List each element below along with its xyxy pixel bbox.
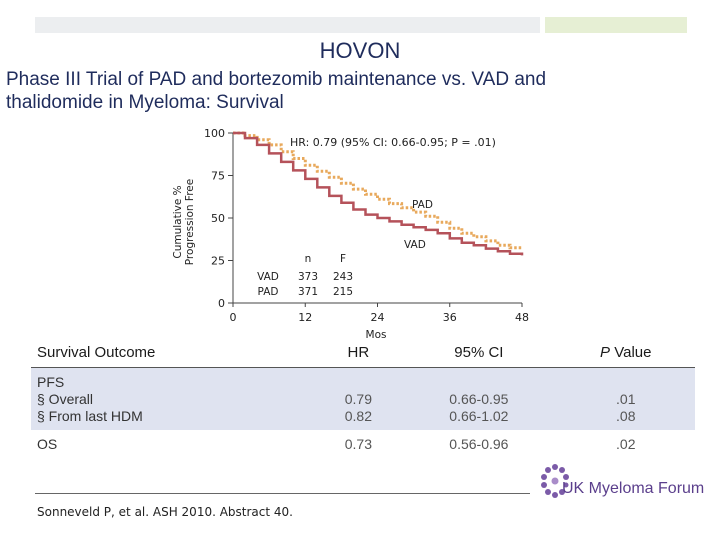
uk-myeloma-forum-logo-icon bbox=[541, 464, 569, 498]
pfs-ci-cell: 0.66-0.95 0.66-1.02 bbox=[401, 367, 557, 430]
y-axis-label-line-2: Progression Free bbox=[184, 179, 196, 265]
os-p: .02 bbox=[556, 430, 695, 458]
header-ci: 95% CI bbox=[401, 337, 557, 368]
y-tick-label: 100 bbox=[204, 127, 225, 140]
series-line-vad bbox=[233, 131, 524, 256]
x-tick-label: 0 bbox=[230, 311, 237, 324]
header-p-rest: Value bbox=[610, 343, 652, 361]
results-table: Survival Outcome HR 95% CI P Value PFS §… bbox=[31, 337, 695, 458]
pfs-hr-hdm: 0.82 bbox=[344, 407, 372, 424]
x-tick-label: 48 bbox=[515, 311, 529, 324]
at-risk-n-pad: 371 bbox=[298, 286, 318, 298]
results-header-row: Survival Outcome HR 95% CI P Value bbox=[31, 337, 695, 368]
y-tick-label: 75 bbox=[211, 170, 225, 183]
pfs-hdm-label: § From last HDM bbox=[37, 407, 143, 424]
slide-heading: HOVON bbox=[319, 38, 401, 63]
header-survival-outcome: Survival Outcome bbox=[31, 337, 316, 368]
y-tick-label: 50 bbox=[211, 212, 225, 225]
at-risk-header-n: n bbox=[305, 253, 312, 265]
chart-axes: 0 25 50 75 100 0 12 24 36 48 bbox=[204, 127, 529, 324]
top-bar-green bbox=[545, 17, 687, 33]
pfs-p-overall: .01 bbox=[616, 390, 636, 407]
vad-curve-label: VAD bbox=[404, 239, 426, 251]
pfs-label: PFS bbox=[37, 373, 65, 390]
table-row-pfs: PFS § Overall § From last HDM 0.79 0.82 … bbox=[31, 367, 695, 430]
at-risk-header-f: F bbox=[340, 253, 346, 265]
table-row-os: OS 0.73 0.56-0.96 .02 bbox=[31, 430, 695, 458]
y-axis-label-line-1: Cumulative % bbox=[172, 185, 184, 258]
top-bar-grey bbox=[35, 17, 540, 33]
x-tick-label: 12 bbox=[298, 311, 312, 324]
at-risk-arm-vad: VAD bbox=[257, 271, 279, 283]
header-p-italic: P bbox=[600, 343, 611, 361]
x-tick-label: 24 bbox=[371, 311, 385, 324]
header-p-value: P Value bbox=[556, 337, 695, 368]
survival-chart: 0 25 50 75 100 0 12 24 36 48 HR: 0.79 (95% CI: 0.… bbox=[172, 127, 529, 340]
x-axis-label: Mos bbox=[366, 329, 387, 340]
pfs-hr-cell: 0.79 0.82 bbox=[315, 367, 402, 430]
os-hr: 0.73 bbox=[315, 430, 402, 458]
subtitle-line-2: thalidomide in Myeloma: Survival bbox=[6, 92, 284, 113]
at-risk-arm-pad: PAD bbox=[258, 286, 279, 298]
x-tick-label: 36 bbox=[443, 311, 457, 324]
at-risk-n-vad: 373 bbox=[298, 271, 318, 283]
pfs-p-hdm: .08 bbox=[616, 407, 636, 424]
os-label: OS bbox=[31, 430, 316, 458]
at-risk-f-vad: 243 bbox=[333, 271, 353, 283]
pfs-ci-hdm: 0.66-1.02 bbox=[449, 407, 509, 424]
chart-series bbox=[233, 131, 524, 256]
pfs-hr-overall: 0.79 bbox=[344, 390, 372, 407]
pfs-label-cell: PFS § Overall § From last HDM bbox=[31, 367, 316, 430]
pfs-ci-overall: 0.66-0.95 bbox=[449, 390, 509, 407]
subtitle-line-1: Phase III Trial of PAD and bortezomib ma… bbox=[6, 69, 547, 90]
pad-curve-label: PAD bbox=[412, 199, 433, 211]
header-hr: HR bbox=[315, 337, 402, 368]
pfs-overall-label: § Overall bbox=[37, 390, 94, 407]
chart-hr-annotation: HR: 0.79 (95% CI: 0.66-0.95; P = .01) bbox=[290, 136, 496, 149]
citation: Sonneveld P, et al. ASH 2010. Abstract 4… bbox=[37, 505, 293, 519]
os-ci: 0.56-0.96 bbox=[401, 430, 557, 458]
at-risk-f-pad: 215 bbox=[333, 286, 353, 298]
series-line-pad bbox=[233, 131, 524, 250]
logo-text: UK Myeloma Forum bbox=[562, 480, 705, 497]
y-tick-label: 25 bbox=[211, 255, 225, 268]
pfs-p-cell: .01 .08 bbox=[556, 367, 695, 430]
y-tick-label: 0 bbox=[218, 297, 225, 310]
footer-divider bbox=[35, 493, 530, 494]
slide-subtitle: Phase III Trial of PAD and bortezomib ma… bbox=[6, 68, 706, 114]
